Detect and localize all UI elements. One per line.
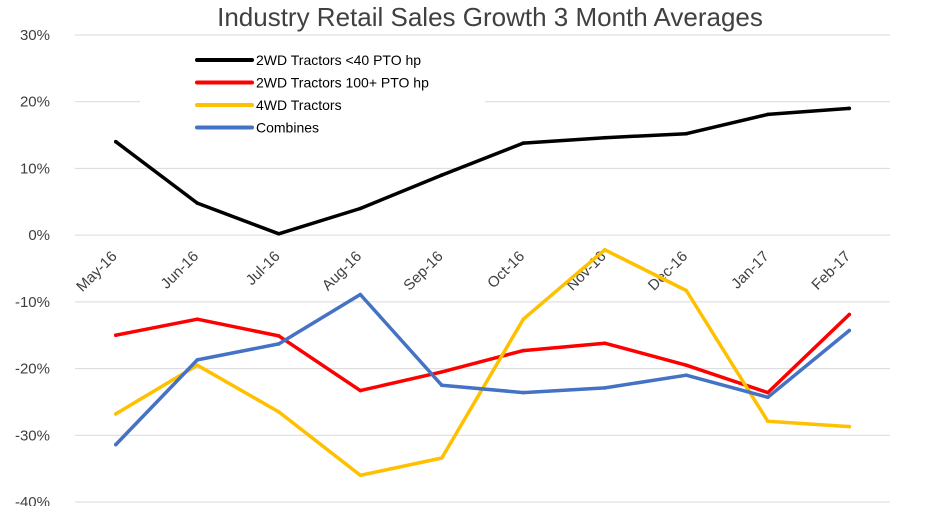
legend-item: 2WD Tractors 100+ PTO hp (195, 75, 429, 91)
y-tick-label: 0% (28, 227, 50, 244)
data-point (521, 390, 526, 395)
data-point (277, 342, 281, 346)
legend: 2WD Tractors <40 PTO hp 2WD Tractors 100+… (140, 42, 485, 138)
data-point (440, 383, 444, 388)
legend-label: 2WD Tractors <40 PTO hp (256, 52, 421, 68)
data-point (603, 135, 607, 140)
data-point (684, 373, 689, 378)
x-axis-tick-labels: May-16 Jun-16 Jul-16 Aug-16 Sep-16 Oct-16 Nov-… (73, 248, 854, 295)
data-point (114, 139, 118, 144)
y-tick-label: -30% (15, 427, 50, 444)
x-tick-label: Sep-16 (400, 248, 446, 294)
data-point (358, 292, 363, 297)
data-point (766, 395, 770, 400)
data-point (684, 131, 689, 136)
chart-title: Industry Retail Sales Growth 3 Month Ave… (217, 2, 763, 32)
y-axis-tick-labels: 30% 20% 10% 0% -10% -20% -30% -40% (15, 27, 50, 506)
data-point (114, 412, 118, 416)
data-point (440, 173, 444, 177)
data-point (195, 358, 200, 362)
data-point (847, 106, 852, 111)
data-point (521, 348, 526, 353)
data-point (277, 232, 281, 236)
data-point (440, 456, 444, 460)
data-point (521, 141, 526, 145)
data-point (358, 388, 363, 393)
data-point (847, 312, 852, 317)
y-tick-label: -10% (15, 294, 50, 311)
legend-item: 2WD Tractors <40 PTO hp (195, 52, 421, 68)
series-line (114, 292, 852, 447)
x-tick-label: Feb-17 (808, 248, 854, 294)
data-point (847, 424, 852, 429)
data-point (440, 370, 444, 374)
series-lines (114, 106, 852, 478)
legend-label: 4WD Tractors (256, 97, 342, 113)
y-tick-label: 20% (20, 94, 50, 111)
data-point (358, 206, 363, 211)
data-point (114, 333, 118, 338)
data-point (358, 473, 363, 478)
x-tick-label: Dec-16 (645, 248, 691, 294)
x-tick-label: Nov-16 (563, 248, 609, 294)
x-tick-label: May-16 (73, 248, 120, 295)
series-4 (114, 292, 852, 447)
y-tick-label: -40% (15, 494, 50, 506)
data-point (766, 419, 770, 424)
data-point (603, 386, 607, 390)
y-tick-label: -20% (15, 361, 50, 378)
data-point (277, 410, 281, 414)
legend-item: 4WD Tractors (195, 97, 342, 113)
legend-item: Combines (195, 120, 319, 136)
data-point (684, 288, 689, 293)
data-point (521, 317, 526, 322)
x-tick-label: Oct-16 (484, 248, 528, 292)
data-point (195, 363, 200, 368)
data-point (684, 363, 689, 368)
data-point (603, 248, 607, 252)
legend-label: Combines (256, 120, 319, 136)
data-point (195, 317, 200, 322)
data-point (277, 334, 281, 338)
x-tick-label: Jul-16 (243, 248, 284, 289)
series-1 (114, 106, 852, 236)
legend-label: 2WD Tractors 100+ PTO hp (256, 75, 429, 91)
data-point (603, 341, 607, 346)
data-point (766, 390, 770, 395)
x-tick-label: Jun-16 (158, 248, 202, 292)
data-point (766, 112, 770, 117)
data-point (847, 328, 852, 333)
data-point (114, 442, 118, 447)
series-line (114, 106, 852, 236)
y-tick-label: 30% (20, 27, 50, 44)
x-tick-label: Jan-17 (728, 248, 772, 292)
x-tick-label: Aug-16 (319, 248, 365, 294)
y-tick-label: 10% (20, 160, 50, 177)
series-line (114, 312, 852, 395)
series-2 (114, 312, 852, 395)
data-point (195, 201, 200, 205)
